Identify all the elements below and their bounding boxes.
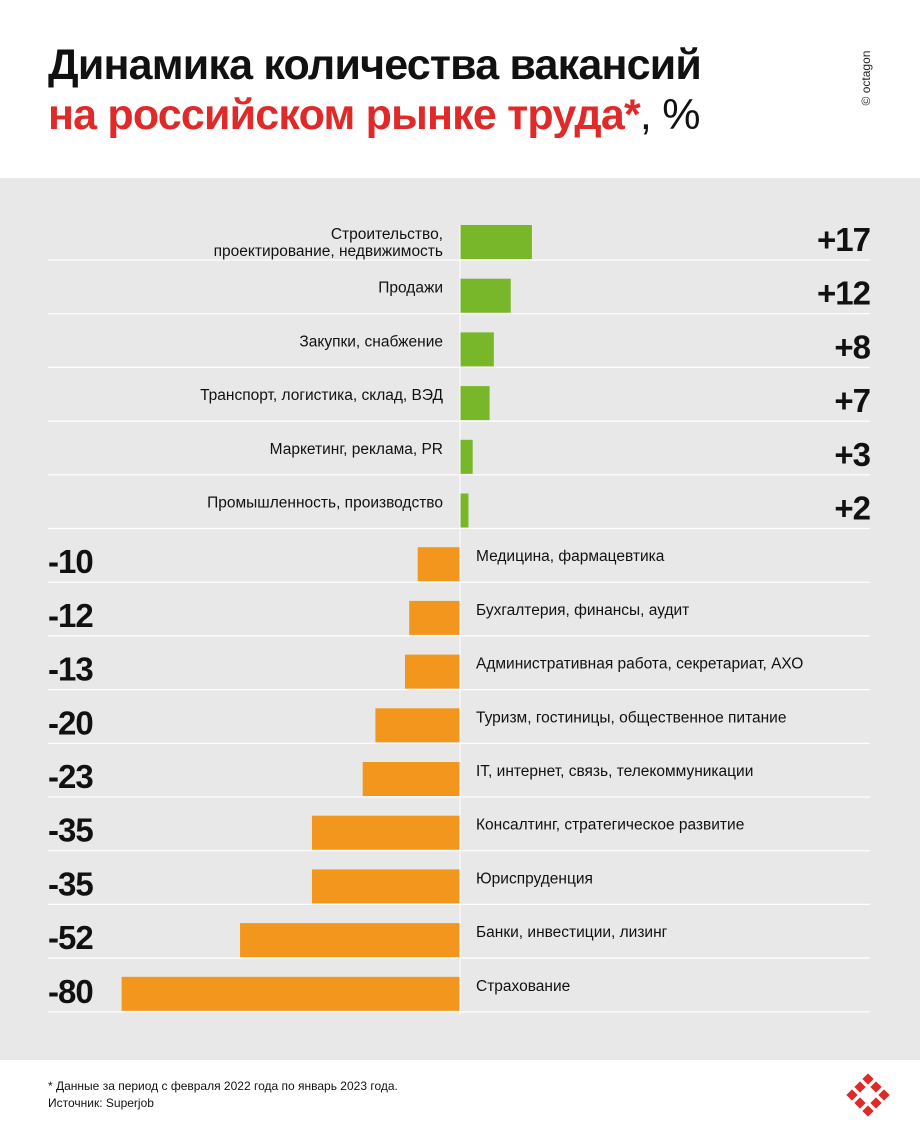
category-label: Медицина, фармацевтика	[476, 548, 665, 565]
category-label: IT, интернет, связь, телекоммуникации	[476, 763, 753, 780]
value-label: +2	[834, 490, 870, 527]
category-label: Маркетинг, реклама, PR	[270, 441, 443, 458]
category-label: Строительство, проектирование, недвижимос…	[214, 226, 443, 260]
bar-5	[460, 439, 473, 474]
value-label: -20	[48, 704, 93, 741]
value-label: -52	[48, 919, 93, 956]
value-label: -80	[48, 973, 93, 1010]
chart-panel: Строительство, проектирование, недвижимос…	[0, 178, 920, 1060]
bar-8	[409, 600, 460, 635]
bar-9	[405, 654, 460, 689]
copyright-credit: © octagon	[854, 46, 878, 110]
value-label: +17	[817, 221, 870, 258]
footnote: * Данные за период с февраля 2022 года п…	[48, 1079, 398, 1093]
title-unit: , %	[639, 91, 701, 139]
bar-2	[460, 278, 511, 313]
bar-7	[417, 547, 460, 582]
value-label: -10	[48, 543, 93, 580]
bar-4	[460, 386, 490, 421]
octagon-logo-icon	[846, 1073, 890, 1117]
category-label: Юриспруденция	[476, 870, 593, 887]
value-label: -23	[48, 758, 93, 795]
bar-11	[362, 762, 460, 796]
value-label: -12	[48, 597, 93, 634]
value-label: +7	[834, 382, 870, 419]
category-label: Административная работа, секретариат, АХ…	[476, 656, 803, 673]
value-label: +8	[834, 328, 870, 365]
bar-10	[375, 708, 460, 743]
title-line-1: Динамика количества вакансий	[48, 41, 702, 89]
footer: * Данные за период с февраля 2022 года п…	[48, 1078, 398, 1112]
bar-1	[460, 225, 532, 259]
bar-12	[311, 815, 460, 850]
title-highlight: на российском рынке труда*	[48, 91, 641, 139]
category-label: Транспорт, логистика, склад, ВЭД	[200, 387, 443, 404]
category-label: Туризм, гостиницы, общественное питание	[476, 709, 786, 726]
value-label: +12	[817, 275, 871, 312]
bar-3	[460, 332, 494, 367]
category-label: Промышленность, производство	[207, 495, 443, 512]
category-label: Бухгалтерия, финансы, аудит	[476, 602, 689, 619]
title-line-2: на российском рынке труда*, %	[48, 90, 701, 140]
bar-13	[311, 869, 460, 904]
source-note: Источник: Superjob	[48, 1096, 154, 1110]
category-label: Банки, инвестиции, лизинг	[476, 924, 668, 941]
bar-6	[460, 493, 469, 528]
value-label: -35	[48, 865, 93, 902]
category-label: Страхование	[476, 978, 570, 995]
category-label: Консалтинг, стратегическое развитие	[476, 817, 744, 834]
value-label: -35	[48, 812, 93, 849]
category-label: Продажи	[378, 280, 443, 297]
value-label: -13	[48, 651, 93, 688]
copyright-text: © octagon	[859, 50, 873, 106]
bar-14	[240, 923, 460, 958]
category-label: Закупки, снабжение	[299, 333, 443, 350]
value-label: +3	[834, 436, 870, 473]
bar-chart: Строительство, проектирование, недвижимос…	[48, 221, 872, 1015]
page-title: Динамика количества вакансий на российск…	[48, 40, 702, 140]
bar-15	[121, 976, 460, 1011]
